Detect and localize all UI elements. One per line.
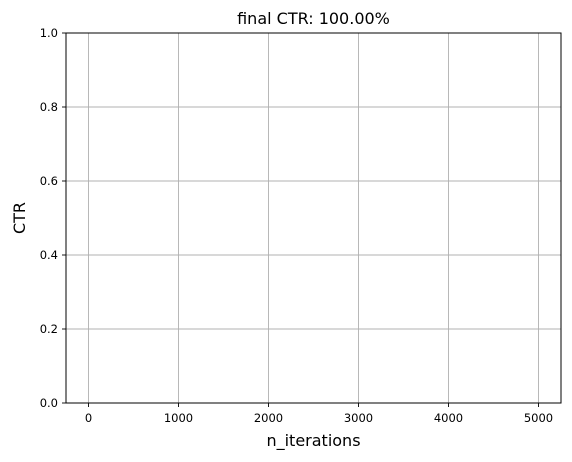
y-tick-label: 0.2 <box>40 322 58 336</box>
y-tick-label: 0.6 <box>40 174 58 188</box>
chart-title: final CTR: 100.00% <box>237 9 390 28</box>
y-tick-label: 0.8 <box>40 100 58 114</box>
x-tick-label: 1000 <box>164 411 193 425</box>
x-tick-label: 4000 <box>434 411 463 425</box>
ticks-layer: 0 1000 2000 3000 4000 5000 0.0 0.2 0.4 0.6 0.8 1.0 <box>40 26 553 425</box>
x-tick-label: 5000 <box>524 411 553 425</box>
y-tick-label: 0.0 <box>40 396 58 410</box>
y-tick-label: 1.0 <box>40 26 58 40</box>
grid-layer <box>66 32 561 404</box>
y-tick-label: 0.4 <box>40 248 58 262</box>
x-tick-label: 2000 <box>254 411 283 425</box>
y-axis-label: CTR <box>10 202 29 234</box>
plot-frame <box>65 32 562 404</box>
x-axis-label: n_iterations <box>266 431 360 451</box>
x-tick-label: 3000 <box>344 411 373 425</box>
x-tick-label: 0 <box>85 411 92 425</box>
